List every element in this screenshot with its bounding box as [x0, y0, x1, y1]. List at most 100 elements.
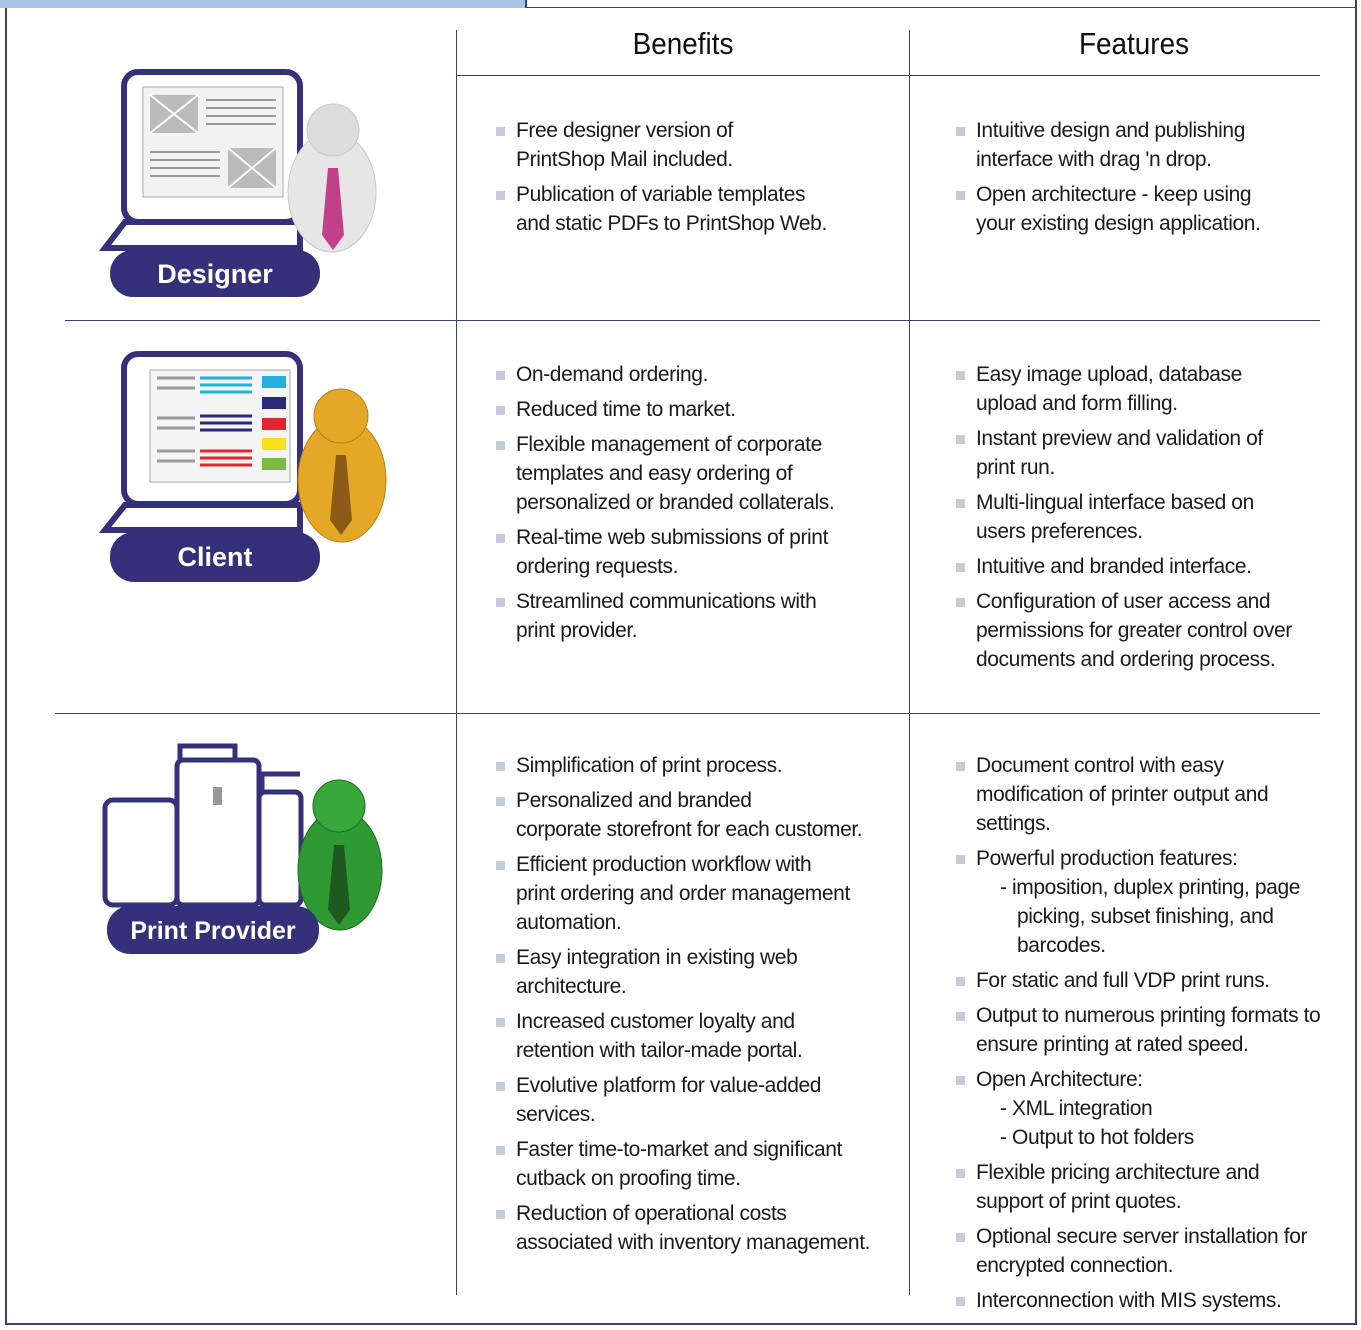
role-label: Client [177, 542, 252, 572]
item-text: templates and easy ordering of [516, 462, 793, 485]
item-text: permissions for greater control over [976, 619, 1292, 642]
column-rule [909, 30, 910, 1295]
item-text: Open Architecture: [976, 1068, 1143, 1091]
item-text: Free designer version of [516, 119, 733, 142]
benefits-cell: Simplification of print process. Personal… [496, 751, 916, 1263]
row-rule [55, 713, 1320, 714]
item-text: print run. [976, 456, 1055, 479]
top-rule [525, 7, 1355, 8]
bullet-item: Increased customer loyalty and retention … [496, 1007, 916, 1065]
item-text: Increased customer loyalty and [516, 1010, 795, 1033]
bullet-item: Real-time web submissions of print orderi… [496, 523, 916, 581]
item-text: Optional secure server installation for [976, 1225, 1308, 1248]
item-text: Interconnection with MIS systems. [976, 1289, 1282, 1312]
sub-item: - imposition, duplex printing, page picki… [976, 873, 1361, 960]
sub-item: - Output to hot folders [976, 1123, 1361, 1152]
designer-icon [98, 69, 377, 297]
features-cell: Document control with easy modification o… [956, 751, 1361, 1321]
item-text: automation. [516, 911, 622, 934]
features-cell: Easy image upload, database upload and fo… [956, 360, 1361, 680]
row-rule [65, 320, 1320, 321]
bullet-item: Easy integration in existing web architec… [496, 943, 916, 1001]
item-text: documents and ordering process. [976, 648, 1276, 671]
item-text: Easy image upload, database [976, 363, 1242, 386]
item-text: upload and form filling. [976, 392, 1178, 415]
item-text: Evolutive platform for value-added [516, 1074, 822, 1097]
item-text: Intuitive and branded interface. [976, 555, 1252, 578]
bullet-item: Open Architecture: - XML integration - Out… [956, 1065, 1361, 1152]
item-text: your existing design application. [976, 212, 1261, 235]
item-text: Open architecture - keep using [976, 183, 1252, 206]
item-text: Personalized and branded [516, 789, 752, 812]
sub-item-text: picking, subset finishing, and [1017, 905, 1274, 928]
item-text: Powerful production features: [976, 847, 1238, 870]
item-text: interface with drag 'n drop. [976, 148, 1212, 171]
bullet-item: Optional secure server installation for e… [956, 1222, 1361, 1280]
item-text: print ordering and order management [516, 882, 850, 905]
item-text: architecture. [516, 975, 627, 998]
item-text: services. [516, 1103, 596, 1126]
item-text: Efficient production workflow with [516, 853, 812, 876]
role-label: Print Provider [130, 917, 296, 945]
bullet-item: Intuitive design and publishing interface… [956, 116, 1361, 174]
bullet-item: Open architecture - keep using your exist… [956, 180, 1361, 238]
item-text: retention with tailor-made portal. [516, 1039, 803, 1062]
item-text: settings. [976, 812, 1051, 835]
item-text: Flexible management of corporate [516, 433, 822, 456]
bullet-item: Free designer version of PrintShop Mail i… [496, 116, 916, 174]
item-text: Reduction of operational costs [516, 1202, 787, 1225]
item-text: Output to numerous printing formats to [976, 1004, 1321, 1027]
bullet-item: Powerful production features: - impositio… [956, 844, 1361, 960]
sub-item: - XML integration [976, 1094, 1361, 1123]
item-text: Document control with easy [976, 754, 1224, 777]
item-text: Streamlined communications with [516, 590, 817, 613]
bullet-item: Simplification of print process. [496, 751, 916, 780]
client-icon [98, 351, 387, 582]
bullet-item: Efficient production workflow with print … [496, 850, 916, 937]
role-icons: Designer Client Print Provider [98, 69, 387, 954]
bullet-item: For static and full VDP print runs. [956, 966, 1361, 995]
item-text: personalized or branded collaterals. [516, 491, 835, 514]
column-header: Features [1078, 26, 1190, 61]
item-text: Publication of variable templates [516, 183, 806, 206]
item-text: PrintShop Mail included. [516, 148, 733, 171]
bullet-item: Personalized and branded corporate storef… [496, 786, 916, 844]
item-text: Instant preview and validation of [976, 427, 1263, 450]
bullet-item: Intuitive and branded interface. [956, 552, 1361, 581]
item-text: ensure printing at rated speed. [976, 1033, 1249, 1056]
item-text: Easy integration in existing web [516, 946, 798, 969]
sub-item-text: - imposition, duplex printing, page [1000, 876, 1301, 899]
bullet-item: Easy image upload, database upload and fo… [956, 360, 1361, 418]
bullet-item: Faster time-to-market and significant cut… [496, 1135, 916, 1193]
bullet-item: Reduced time to market. [496, 395, 916, 424]
item-text: and static PDFs to PrintShop Web. [516, 212, 827, 235]
bullet-item: Instant preview and validation of print r… [956, 424, 1361, 482]
item-text: Simplification of print process. [516, 754, 783, 777]
item-text: Configuration of user access and [976, 590, 1271, 613]
item-text: users preferences. [976, 520, 1143, 543]
bullet-item: Output to numerous printing formats to en… [956, 1001, 1361, 1059]
item-text: cutback on proofing time. [516, 1167, 741, 1190]
bullet-item: Flexible management of corporate template… [496, 430, 916, 517]
column-rule [456, 30, 457, 1295]
benefits-cell: On-demand ordering. Reduced time to marke… [496, 360, 916, 651]
item-text: Real-time web submissions of print [516, 526, 829, 549]
item-text: Flexible pricing architecture and [976, 1161, 1260, 1184]
item-text: For static and full VDP print runs. [976, 969, 1270, 992]
bullet-item: Evolutive platform for value-added servic… [496, 1071, 916, 1129]
benefits-cell: Free designer version of PrintShop Mail i… [496, 116, 916, 244]
bullet-item: Interconnection with MIS systems. [956, 1286, 1361, 1315]
features-cell: Intuitive design and publishing interface… [956, 116, 1361, 244]
item-text: modification of printer output and [976, 783, 1269, 806]
item-text: Intuitive design and publishing [976, 119, 1245, 142]
item-text: print provider. [516, 619, 638, 642]
item-text: associated with inventory management. [516, 1231, 871, 1254]
item-text: corporate storefront for each customer. [516, 818, 863, 841]
column-header: Benefits [632, 26, 734, 61]
role-label: Designer [157, 259, 273, 289]
item-text: On-demand ordering. [516, 363, 709, 386]
header-rule [457, 75, 1320, 76]
bullet-item: On-demand ordering. [496, 360, 916, 389]
sub-item-text: - XML integration [1000, 1097, 1153, 1120]
